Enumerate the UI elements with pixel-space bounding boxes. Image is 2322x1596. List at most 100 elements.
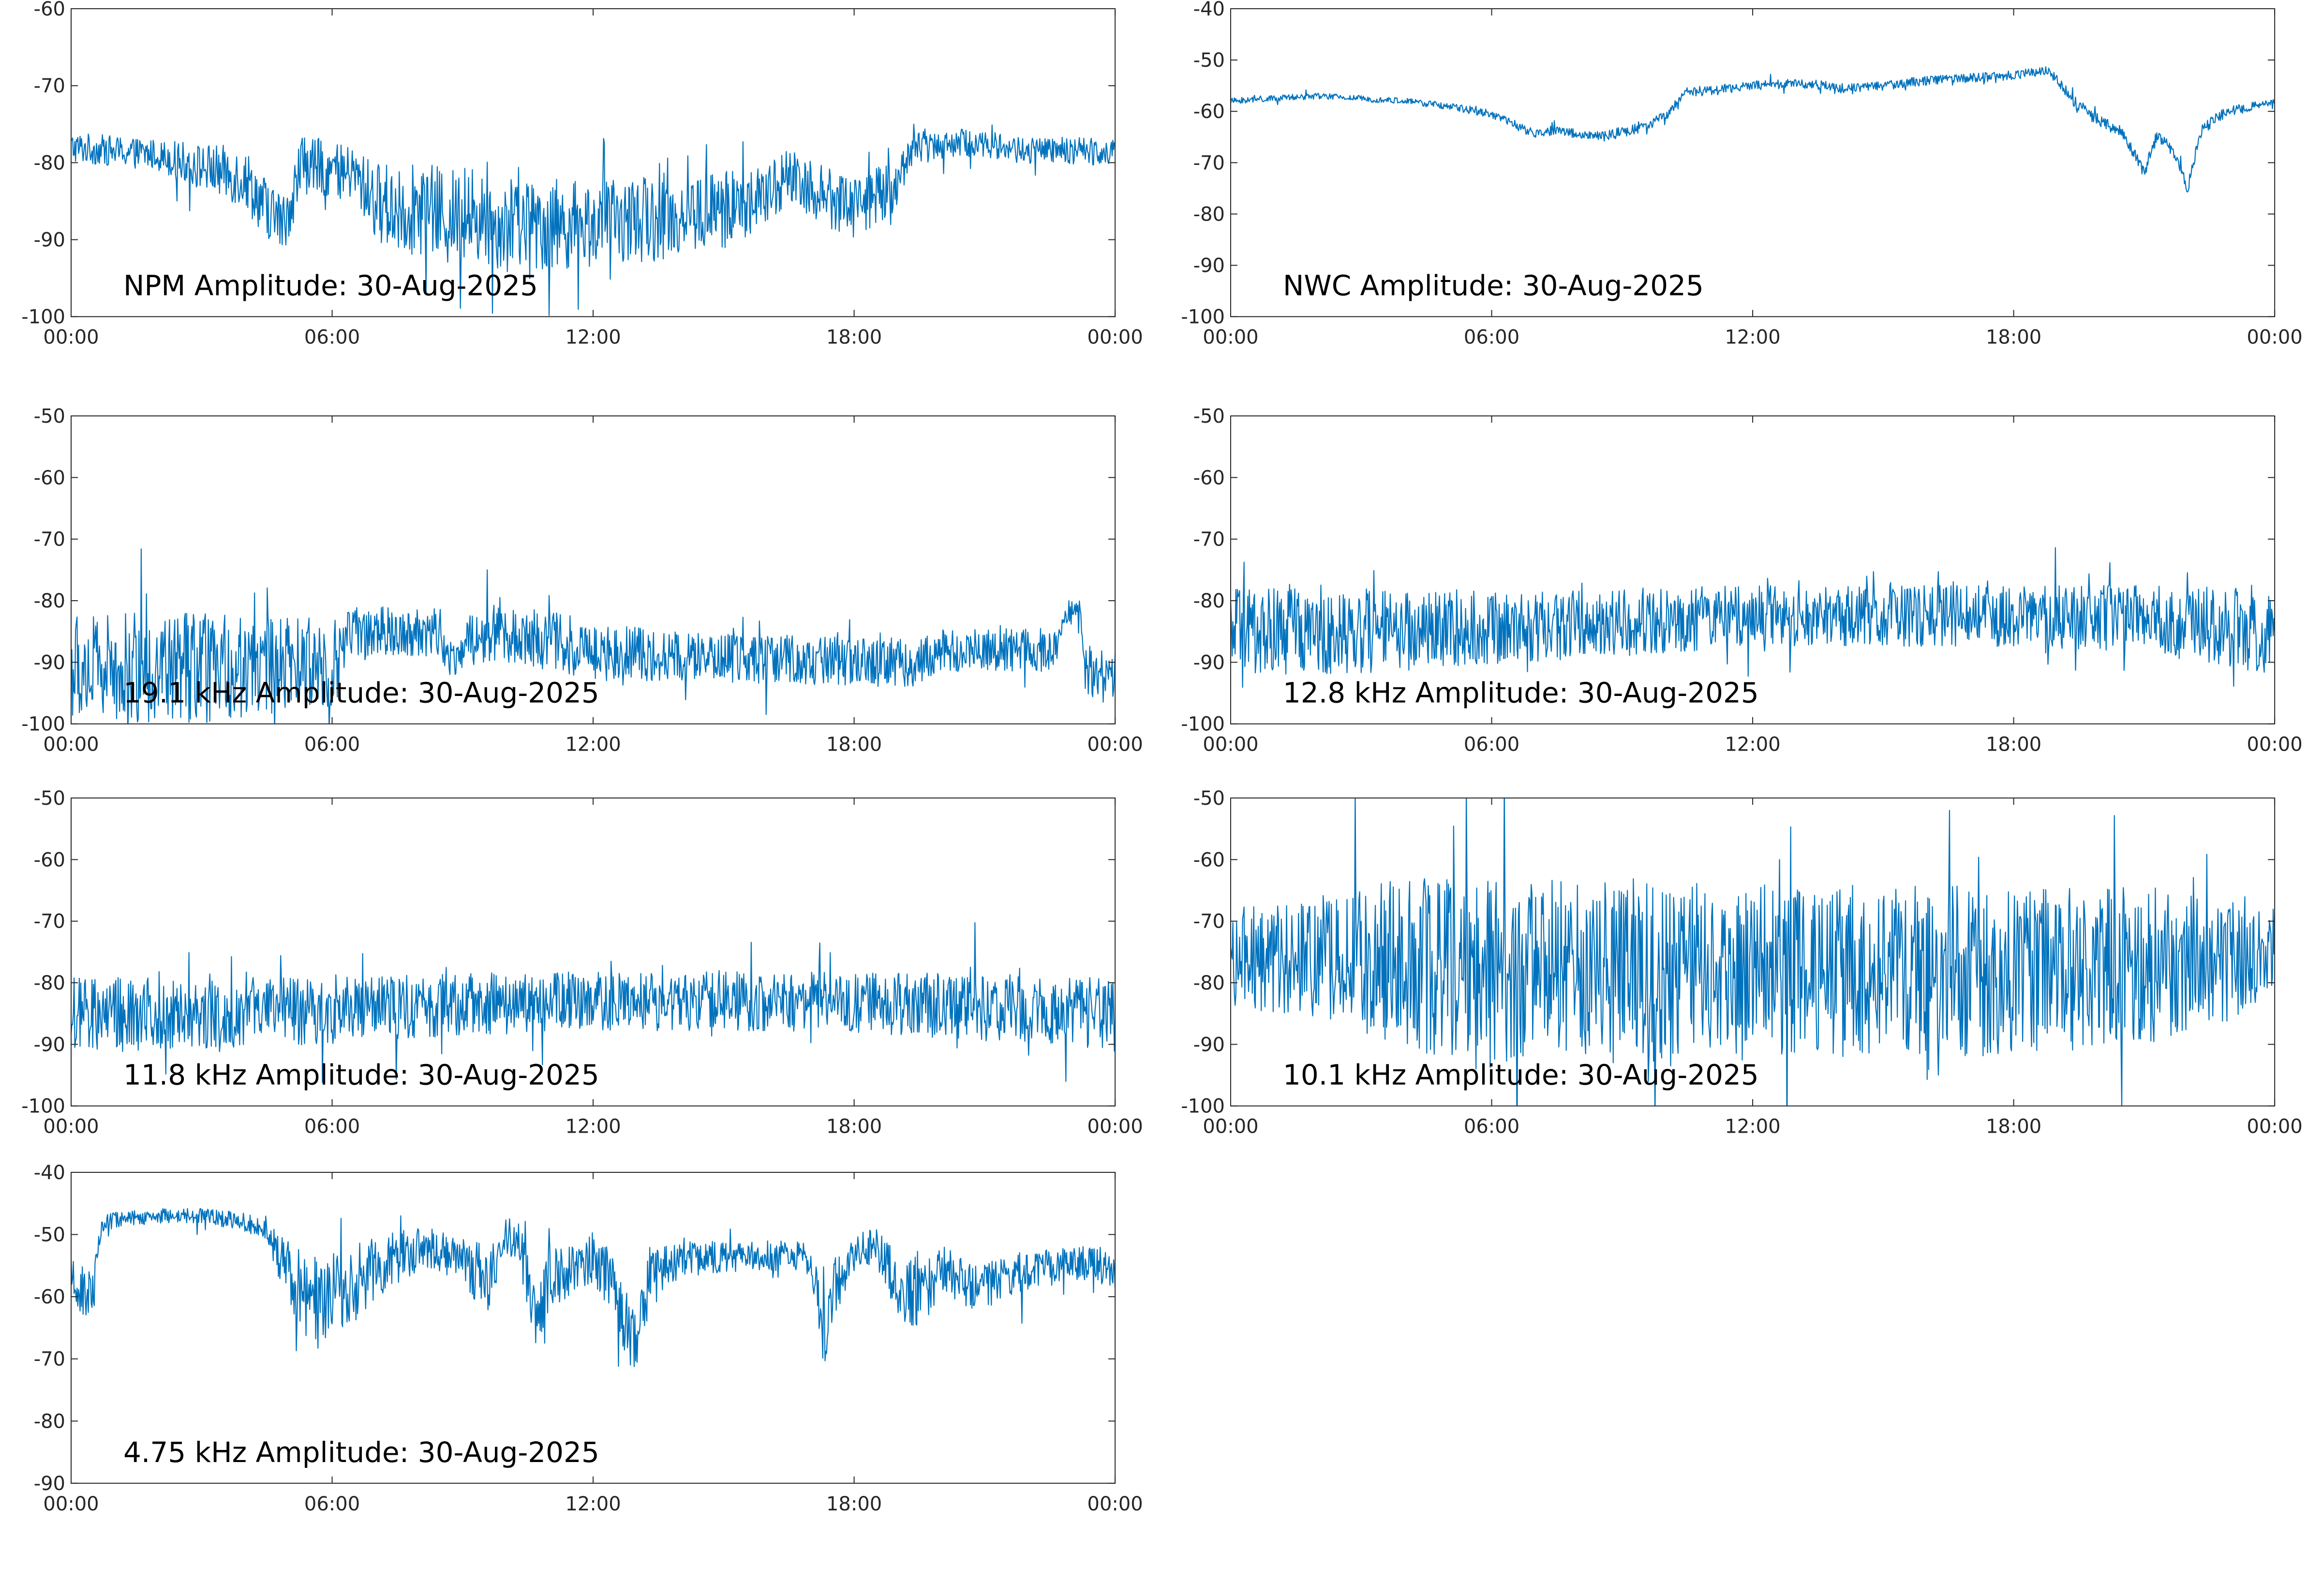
y-tick-label: -80 [1193, 972, 1225, 994]
y-tick-label: -60 [34, 849, 65, 871]
y-tick-label: -50 [34, 405, 65, 428]
y-tick-label: -50 [34, 787, 65, 810]
y-tick-label: -50 [1193, 405, 1225, 428]
y-tick-label: -70 [1193, 152, 1225, 175]
x-tick-label: 12:00 [565, 326, 621, 349]
y-tick-label: -70 [34, 911, 65, 933]
y-tick-label: -40 [34, 1162, 65, 1184]
x-tick-label: 00:00 [2247, 326, 2302, 349]
y-tick-label: -70 [34, 75, 65, 98]
y-tick-label: -70 [1193, 529, 1225, 551]
x-tick-label: 18:00 [1986, 1116, 2041, 1138]
y-tick-label: -60 [1193, 101, 1225, 123]
y-tick-label: -50 [1193, 49, 1225, 72]
amplitude-trace [1230, 66, 2275, 193]
x-tick-label: 06:00 [304, 1493, 360, 1515]
amplitude-trace [71, 548, 1116, 724]
amplitude-trace [71, 124, 1116, 316]
y-tick-label: -70 [34, 1348, 65, 1371]
y-tick-label: -40 [1193, 0, 1225, 20]
x-tick-label: 00:00 [43, 326, 99, 349]
y-tick-label: -50 [1193, 787, 1225, 810]
x-tick-label: 06:00 [1464, 326, 1519, 349]
x-tick-label: 18:00 [1986, 734, 2041, 756]
x-tick-label: 00:00 [1087, 1116, 1143, 1138]
panel-title: 4.75 kHz Amplitude: 30-Aug-2025 [123, 1436, 599, 1469]
y-tick-label: -90 [1193, 255, 1225, 277]
x-tick-label: 18:00 [826, 734, 882, 756]
y-tick-label: -70 [1193, 911, 1225, 933]
y-tick-label: -100 [21, 713, 65, 736]
y-tick-label: -100 [21, 1095, 65, 1118]
amplitude-trace [1230, 798, 2275, 1106]
panel-title: 11.8 kHz Amplitude: 30-Aug-2025 [123, 1059, 599, 1092]
amplitude-trace [71, 1208, 1116, 1368]
y-tick-label: -90 [1193, 1034, 1225, 1056]
y-tick-label: -60 [34, 0, 65, 20]
y-tick-label: -90 [34, 229, 65, 251]
y-tick-label: -60 [1193, 849, 1225, 871]
y-tick-label: -100 [1181, 306, 1225, 328]
x-tick-label: 18:00 [826, 326, 882, 349]
panel-title: 10.1 kHz Amplitude: 30-Aug-2025 [1283, 1059, 1759, 1092]
x-tick-label: 18:00 [1986, 326, 2041, 349]
panel-title: NWC Amplitude: 30-Aug-2025 [1283, 269, 1704, 302]
y-tick-label: -90 [34, 1473, 65, 1495]
x-tick-label: 06:00 [304, 326, 360, 349]
x-tick-label: 00:00 [1203, 1116, 1258, 1138]
y-tick-label: -90 [34, 652, 65, 674]
panel-title: 19.1 kHz Amplitude: 30-Aug-2025 [123, 677, 599, 709]
y-tick-label: -50 [34, 1224, 65, 1246]
amplitude-trace [71, 922, 1116, 1083]
y-tick-label: -60 [34, 467, 65, 489]
x-tick-label: 00:00 [2247, 734, 2302, 756]
y-tick-label: -90 [1193, 652, 1225, 674]
y-tick-label: -80 [1193, 590, 1225, 612]
y-tick-label: -90 [34, 1034, 65, 1056]
x-tick-label: 00:00 [1087, 734, 1143, 756]
x-tick-label: 12:00 [565, 734, 621, 756]
panel-title: 12.8 kHz Amplitude: 30-Aug-2025 [1283, 677, 1759, 709]
amplitude-trace [1230, 547, 2275, 688]
x-tick-label: 12:00 [1725, 1116, 1780, 1138]
x-tick-label: 00:00 [2247, 1116, 2302, 1138]
y-tick-label: -60 [1193, 467, 1225, 489]
x-tick-label: 06:00 [1464, 734, 1519, 756]
x-tick-label: 00:00 [1203, 326, 1258, 349]
x-tick-label: 00:00 [43, 734, 99, 756]
y-tick-label: -80 [34, 1411, 65, 1433]
y-tick-label: -100 [1181, 713, 1225, 736]
x-tick-label: 00:00 [1087, 326, 1143, 349]
y-tick-label: -100 [1181, 1095, 1225, 1118]
y-tick-label: -80 [34, 590, 65, 612]
x-tick-label: 00:00 [1087, 1493, 1143, 1515]
x-tick-label: 18:00 [826, 1493, 882, 1515]
x-tick-label: 12:00 [565, 1116, 621, 1138]
x-tick-label: 00:00 [43, 1493, 99, 1515]
x-tick-label: 12:00 [565, 1493, 621, 1515]
x-tick-label: 00:00 [43, 1116, 99, 1138]
x-tick-label: 06:00 [1464, 1116, 1519, 1138]
y-tick-label: -60 [34, 1286, 65, 1309]
x-tick-label: 06:00 [304, 1116, 360, 1138]
panel-title: NPM Amplitude: 30-Aug-2025 [123, 269, 538, 302]
y-tick-label: -70 [34, 529, 65, 551]
axes-box [70, 1172, 1116, 1484]
y-tick-label: -80 [34, 152, 65, 175]
x-tick-label: 18:00 [826, 1116, 882, 1138]
x-tick-label: 12:00 [1725, 326, 1780, 349]
x-tick-label: 06:00 [304, 734, 360, 756]
y-tick-label: -80 [1193, 204, 1225, 226]
x-tick-label: 12:00 [1725, 734, 1780, 756]
y-tick-label: -80 [34, 972, 65, 994]
y-tick-label: -100 [21, 306, 65, 328]
x-tick-label: 00:00 [1203, 734, 1258, 756]
